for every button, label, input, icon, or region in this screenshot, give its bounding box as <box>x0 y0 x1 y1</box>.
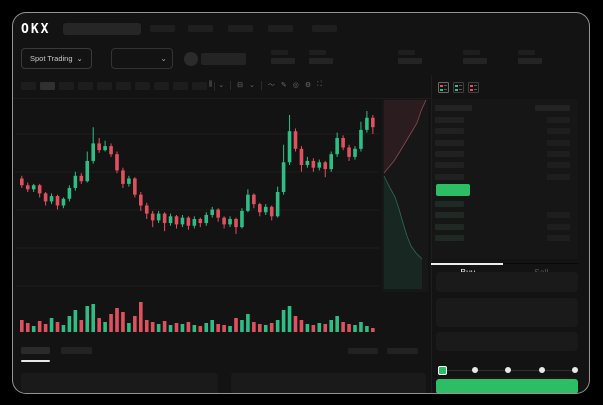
timeframe-button[interactable] <box>59 82 74 90</box>
timeframe-button[interactable] <box>173 82 188 90</box>
divider <box>214 81 215 91</box>
okx-logo: OKX <box>21 22 51 37</box>
active-tab-indicator <box>431 263 503 265</box>
bottom-tab[interactable] <box>61 347 92 354</box>
last-price-badge[interactable] <box>436 184 470 196</box>
timeframe-button[interactable] <box>154 82 169 90</box>
coin-icon <box>184 52 198 66</box>
timeframe-button[interactable] <box>116 82 131 90</box>
order-form-field[interactable] <box>436 298 578 327</box>
stat-label-placeholder <box>309 50 326 55</box>
nav-item[interactable] <box>228 25 253 32</box>
chevron-down-icon: ⌄ <box>160 54 167 63</box>
pair-dropdown[interactable]: ⌄ <box>111 48 173 69</box>
camera-icon[interactable]: ◎ <box>292 82 299 89</box>
timeframe-button[interactable] <box>97 82 112 90</box>
search-input[interactable] <box>63 23 141 35</box>
timeframe-buttons <box>21 81 215 91</box>
chart-tools: ⫼ ⌄ ⊟ ⌄ 〜 ✎ ◎ ⚙ ⛶ <box>209 79 322 91</box>
stat-group <box>271 50 301 64</box>
orderbook-panel: Buy Sell <box>431 75 589 393</box>
stat-value-placeholder <box>271 58 295 64</box>
app-window: OKX Spot Trading ⌄ ⌄ ⫼ ⌄ ⊟ ⌄ 〜 ✎ ◎ ⚙ ⛶ <box>12 12 590 394</box>
candles-icon[interactable]: ⫼ <box>209 81 213 88</box>
stat-label-placeholder <box>518 50 535 55</box>
nav-item[interactable] <box>150 25 175 32</box>
chevron-down-icon[interactable]: ⌄ <box>218 82 225 89</box>
stat-label-placeholder <box>463 50 480 55</box>
nav-item[interactable] <box>268 25 293 32</box>
nav-item[interactable] <box>312 25 337 32</box>
stat-value-placeholder <box>398 58 422 64</box>
bottom-panel <box>21 373 218 393</box>
bid-row[interactable] <box>432 233 578 244</box>
draw-icon[interactable]: ✎ <box>280 82 287 89</box>
bid-row[interactable] <box>432 222 578 233</box>
divider <box>230 80 232 90</box>
slider-stop[interactable] <box>471 367 478 373</box>
book-both-icon[interactable] <box>438 82 449 93</box>
ask-row[interactable] <box>432 138 578 149</box>
bottom-right-control[interactable] <box>387 348 418 354</box>
active-tab-underline <box>21 360 50 362</box>
bottom-tab-active[interactable] <box>21 347 50 354</box>
slider-stop[interactable] <box>505 367 511 373</box>
amount-slider[interactable] <box>438 365 578 375</box>
timeframe-button[interactable] <box>21 82 36 90</box>
bid-row[interactable] <box>432 210 578 221</box>
stat-group <box>309 50 339 64</box>
timeframe-button[interactable] <box>78 82 93 90</box>
stat-group <box>518 50 548 64</box>
candlestick-chart[interactable] <box>13 99 431 335</box>
ask-row[interactable] <box>432 172 578 183</box>
order-form-field[interactable] <box>436 332 578 351</box>
slider-stop[interactable] <box>538 367 545 373</box>
order-form-field[interactable] <box>436 272 578 292</box>
timeframe-button[interactable] <box>192 82 207 90</box>
tab-buy[interactable]: Buy <box>431 263 505 279</box>
trade-tabs: Buy Sell <box>431 263 578 279</box>
ask-row[interactable] <box>432 149 578 160</box>
indicator-wave-icon[interactable]: 〜 <box>267 82 275 89</box>
timeframe-button[interactable] <box>135 82 150 90</box>
bid-row[interactable] <box>432 199 578 210</box>
market-type-label: Spot Trading <box>30 54 73 63</box>
bottom-right-control[interactable] <box>348 348 378 354</box>
market-type-dropdown[interactable]: Spot Trading ⌄ <box>21 48 92 69</box>
orderbook-header-amount <box>535 105 570 111</box>
stat-value-placeholder <box>518 58 542 64</box>
timeframe-button[interactable] <box>40 82 55 90</box>
stat-value-placeholder <box>309 58 333 64</box>
bottom-panel <box>231 373 426 393</box>
ask-row[interactable] <box>432 160 578 171</box>
orderbook-card <box>432 99 578 259</box>
stat-value-placeholder <box>463 58 487 64</box>
stat-group <box>463 50 493 64</box>
chevron-down-icon: ⌄ <box>76 54 83 63</box>
slider-handle[interactable] <box>438 365 447 375</box>
stat-label-placeholder <box>398 50 415 55</box>
layout-icon[interactable]: ⊟ <box>237 82 243 89</box>
buy-submit-button[interactable] <box>436 379 578 393</box>
book-asks-icon[interactable] <box>468 82 479 93</box>
nav-item[interactable] <box>188 25 213 32</box>
tab-sell[interactable]: Sell <box>505 264 579 279</box>
settings-gear-icon[interactable]: ⚙ <box>304 82 312 89</box>
fullscreen-icon[interactable]: ⛶ <box>317 81 323 88</box>
slider-stop[interactable] <box>572 367 578 373</box>
divider <box>431 75 432 393</box>
pair-name-placeholder <box>201 53 246 65</box>
ask-row[interactable] <box>432 126 578 137</box>
book-bids-icon[interactable] <box>453 82 464 93</box>
stat-label-placeholder <box>271 50 288 55</box>
orderbook-header-price <box>435 105 472 111</box>
divider <box>260 80 262 90</box>
ask-row[interactable] <box>432 115 578 126</box>
chevron-down-icon[interactable]: ⌄ <box>248 82 255 89</box>
divider <box>13 98 431 99</box>
stat-group <box>398 50 428 64</box>
